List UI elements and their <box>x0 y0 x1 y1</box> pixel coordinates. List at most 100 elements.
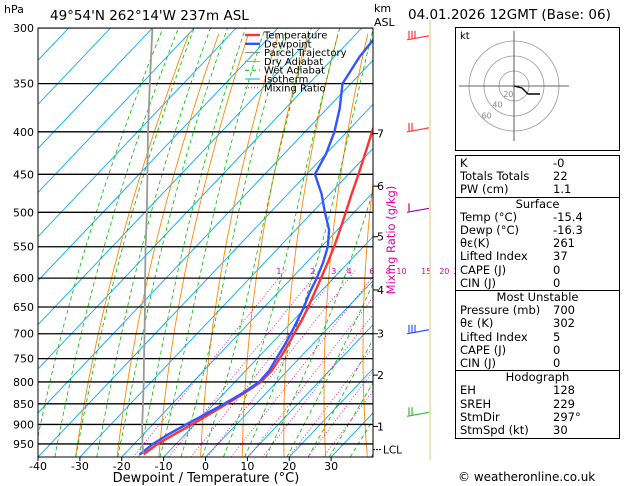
pw-label: PW (cm) <box>460 182 509 197</box>
wind-barb <box>406 127 430 133</box>
surface-section: Surface Temp (°C) -15.4 Dewp (°C) -16.3 θε(K… <box>456 196 619 290</box>
mixing-ratio-line <box>230 275 373 457</box>
wet-adiabat-line <box>38 28 164 439</box>
surface-label: Dewp (°C) <box>460 223 520 238</box>
hodograph-table-row: StmDir 297° <box>460 409 615 424</box>
hodograph-table-value: 229 <box>553 396 575 411</box>
pressure-tick-label: 600 <box>13 272 34 285</box>
lcl-label: LCL <box>383 445 402 457</box>
isotherm-line <box>247 324 373 457</box>
copyright-notice: © weatheronline.co.uk <box>458 470 596 484</box>
hodograph-ring-label: 20 <box>503 90 513 99</box>
wet-adiabat-line <box>96 28 211 457</box>
surface-row: θε(K) 261 <box>460 237 615 250</box>
most-unstable-label: θε (K) <box>460 316 494 331</box>
isotherm-line <box>121 191 373 457</box>
temp-tick-label: -10 <box>155 460 173 473</box>
k-label: K <box>460 156 468 170</box>
most-unstable-label: CAPE (J) <box>460 342 507 357</box>
wet-adiabat-line <box>75 28 195 457</box>
most-unstable-label: CIN (J) <box>460 356 497 371</box>
wind-barb <box>406 411 430 417</box>
mixing-ratio-label: 2 <box>310 267 315 276</box>
most-unstable-section: Most Unstable Pressure (mb) 700 θε (K) 302 L… <box>456 290 619 370</box>
dry-adiabat-line <box>283 33 339 457</box>
surface-row: Lifted Index 37 <box>460 250 615 263</box>
dry-adiabat-line <box>158 33 249 457</box>
isotherm-line <box>205 280 373 457</box>
height-unit: km <box>374 2 391 15</box>
most-unstable-value: 5 <box>553 329 561 344</box>
isotherm-line <box>38 59 373 414</box>
wet-adiabat-line <box>201 28 312 457</box>
isotherm-line <box>38 28 279 282</box>
mixing-ratio-label: 15 <box>421 267 431 276</box>
mixing-ratio-line <box>168 268 321 457</box>
surface-row: Dewp (°C) -16.3 <box>460 223 615 238</box>
hodograph: kt 20 40 60 <box>455 27 620 151</box>
height-tick-label: 7 <box>377 128 384 141</box>
surface-label: CAPE (J) <box>460 262 507 277</box>
isotherm-line <box>38 28 195 194</box>
wet-adiabat-line <box>223 28 341 457</box>
wet-adiabat-line <box>117 28 228 457</box>
dry-adiabat-line <box>241 33 309 457</box>
legend-label: Isotherm <box>264 75 308 86</box>
temp-tick-label: -30 <box>71 460 89 473</box>
mixing-ratio-label: 20 <box>439 267 449 276</box>
hodograph-table-label: StmDir <box>460 409 500 424</box>
most-unstable-label: Pressure (mb) <box>460 303 541 318</box>
hodograph-table-label: StmSpd (kt) <box>460 423 529 438</box>
legend-label: Parcel Trajectory <box>264 48 347 59</box>
mixing-ratio-label: 10 <box>396 267 406 276</box>
pressure-tick-label: 450 <box>13 168 34 181</box>
pressure-tick-label: 400 <box>13 126 34 139</box>
hodograph-unit: kt <box>460 31 470 42</box>
legend-label: Dewpoint <box>264 39 312 50</box>
isotherm-line <box>38 28 70 61</box>
most-unstable-row: Lifted Index 5 <box>460 329 615 344</box>
wet-adiabat-line <box>54 28 179 457</box>
isotherm-line <box>79 147 373 457</box>
pressure-tick-label: 900 <box>13 418 34 431</box>
height-tick-label: 1 <box>377 420 384 433</box>
parcel-trajectory-series <box>141 28 154 455</box>
datetime-header: 04.01.2026 12GMT (Base: 06) <box>408 7 611 23</box>
surface-label: Lifted Index <box>460 249 528 264</box>
most-unstable-row: CIN (J) 0 <box>460 356 615 371</box>
dewpoint-series <box>138 38 373 456</box>
dry-adiabat-line <box>200 33 279 457</box>
most-unstable-label: Lifted Index <box>460 329 528 344</box>
pressure-tick-label: 300 <box>13 22 34 35</box>
height-tick-label: 3 <box>377 328 384 341</box>
pressure-tick-label: 850 <box>13 398 34 411</box>
hodograph-ring-label: 60 <box>482 111 492 120</box>
most-unstable-row: Pressure (mb) 700 <box>460 304 615 317</box>
height-tick-label: 5 <box>377 231 384 244</box>
hodograph-trace <box>513 85 540 95</box>
surface-row: CAPE (J) 0 <box>460 262 615 277</box>
temperature-series <box>142 125 373 456</box>
mixing-ratio-line <box>248 296 373 457</box>
pressure-tick-label: 500 <box>13 206 34 219</box>
wind-barb <box>406 207 430 213</box>
pressure-tick-label: 750 <box>13 353 34 366</box>
totals-totals-row: Totals Totals 22 <box>460 170 615 183</box>
temp-tick-label: 0 <box>202 460 209 473</box>
legend-label: Dry Adiabat <box>264 57 323 68</box>
pressure-tick-label: 950 <box>13 438 34 451</box>
temp-tick-label: 20 <box>282 460 296 473</box>
mixing-ratio-line <box>322 390 373 457</box>
isotherm-line <box>38 28 237 238</box>
wind-barbs <box>406 20 431 460</box>
hodograph-table-row: SREH 229 <box>460 396 615 411</box>
plot-frame <box>37 27 374 458</box>
isotherm-line <box>38 28 111 106</box>
isotherm-line <box>38 28 153 150</box>
hodograph-table-value: 128 <box>553 383 575 398</box>
mixing-ratio-line <box>132 268 287 457</box>
dry-adiabat-line <box>323 33 369 457</box>
